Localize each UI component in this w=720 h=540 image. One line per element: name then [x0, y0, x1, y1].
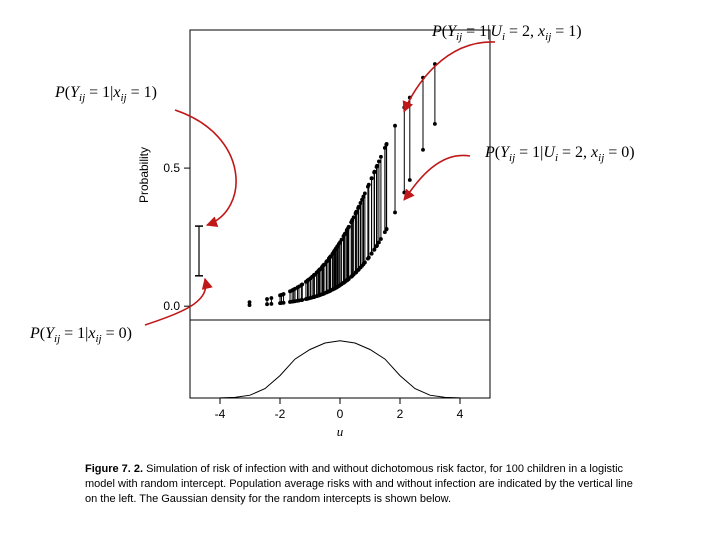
marker-x0 [433, 122, 437, 126]
equation-label-d: P(Yij = 1|xij = 0) [30, 325, 132, 345]
marker-x0 [393, 211, 397, 215]
caption-body: Simulation of risk of infection with and… [85, 463, 633, 505]
marker-x1 [373, 170, 377, 174]
marker-x1 [393, 124, 397, 128]
ytick-label: 0.0 [163, 299, 180, 313]
figure-caption: Figure 7. 2. Simulation of risk of infec… [85, 462, 640, 507]
x-axis-label: u [337, 424, 344, 439]
marker-x1 [379, 155, 383, 159]
marker-x1 [269, 296, 273, 300]
marker-x0 [421, 148, 425, 152]
marker-x1 [282, 292, 286, 296]
marker-x1 [265, 297, 269, 301]
marker-x0 [269, 302, 273, 306]
xtick-label: -2 [275, 407, 286, 421]
y-axis-label: Probability [137, 147, 151, 203]
annotation-arrow-c [404, 155, 470, 200]
marker-x1 [347, 225, 351, 229]
marker-x0 [367, 256, 371, 260]
marker-x0 [377, 240, 381, 244]
caption-lead: Figure 7. 2. [85, 463, 143, 475]
marker-x1 [363, 192, 367, 196]
marker-x1 [385, 142, 389, 146]
marker-x0 [300, 298, 304, 302]
scatter-group [248, 62, 437, 307]
ytick-label: 0.5 [163, 161, 180, 175]
marker-x0 [282, 301, 286, 305]
plot-svg: 0.0 0.5 Probability -4 -2 0 2 4 u [0, 0, 720, 460]
marker-x1 [300, 282, 304, 286]
equation-label-c: P(Yij = 1|Ui = 2, xij = 0) [485, 144, 635, 164]
marker-x0 [402, 191, 406, 195]
xtick-label: 4 [457, 407, 464, 421]
marker-x1 [352, 215, 356, 219]
annotation-arrow-a [404, 42, 495, 112]
marker-x1 [377, 159, 381, 163]
bottom-panel-frame [190, 320, 490, 398]
marker-x0 [265, 302, 269, 306]
marker-x0 [408, 178, 412, 182]
marker-x0 [379, 237, 383, 241]
marker-x0 [370, 252, 374, 256]
marker-x1 [375, 164, 379, 168]
figure-stage: 0.0 0.5 Probability -4 -2 0 2 4 u P(Yij = 1|Ui =… [0, 0, 720, 540]
marker-x1 [367, 183, 371, 187]
equation-label-b: P(Yij = 1|xij = 1) [55, 84, 157, 104]
marker-x1 [248, 300, 252, 304]
xtick-label: 2 [397, 407, 404, 421]
marker-x0 [363, 261, 367, 265]
annotation-arrow-b [175, 110, 236, 225]
equation-label-a: P(Yij = 1|Ui = 2, xij = 1) [432, 23, 582, 43]
marker-x1 [370, 176, 374, 180]
xtick-label: 0 [337, 407, 344, 421]
marker-x0 [385, 227, 389, 231]
marker-x1 [340, 238, 344, 242]
xtick-label: -4 [215, 407, 226, 421]
density-curve [190, 341, 490, 398]
